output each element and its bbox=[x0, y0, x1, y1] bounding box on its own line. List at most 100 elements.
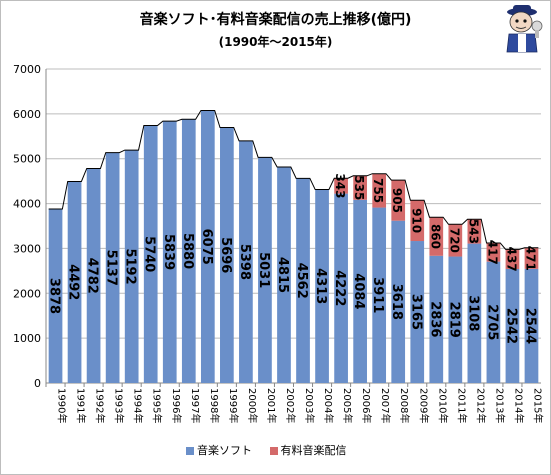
x-tick-label: 2004年 bbox=[322, 388, 335, 423]
data-label-music-software: 2836 bbox=[427, 301, 442, 337]
x-tick-label: 2007年 bbox=[379, 388, 392, 423]
bar-music-software bbox=[258, 157, 272, 383]
data-label-paid-download: 720 bbox=[447, 228, 461, 253]
data-label-music-software: 4492 bbox=[66, 264, 81, 300]
bar-music-software bbox=[48, 209, 63, 383]
y-tick-label: 0 bbox=[34, 377, 41, 390]
bar-music-software bbox=[67, 181, 82, 383]
data-label-music-software: 2705 bbox=[484, 304, 499, 340]
y-tick-label: 3000 bbox=[13, 242, 41, 255]
data-labels: 3878 4492 4782 5137 5192 5740 5839 5880 6075 5696… bbox=[47, 173, 538, 344]
data-label-music-software: 5398 bbox=[237, 244, 252, 280]
bar-music-software bbox=[143, 125, 158, 384]
bar-music-software bbox=[277, 167, 291, 383]
bar-music-software bbox=[353, 199, 367, 383]
x-tick-label: 2011年 bbox=[455, 388, 468, 423]
bar-music-software bbox=[200, 110, 215, 383]
bar-music-software bbox=[505, 268, 520, 383]
bar-paid-download bbox=[467, 219, 482, 244]
data-label-music-software: 5031 bbox=[256, 252, 271, 288]
data-label-music-software: 4222 bbox=[332, 270, 347, 306]
data-label-paid-download: 417 bbox=[485, 240, 499, 265]
bar-music-software bbox=[296, 178, 310, 383]
total-outline-line bbox=[48, 109, 539, 250]
legend-swatch-paid-download bbox=[269, 447, 278, 455]
x-tick-label: 2010年 bbox=[436, 388, 449, 423]
data-label-music-software: 5839 bbox=[161, 234, 176, 270]
y-tick-labels: 0 1000 2000 3000 4000 5000 6000 7000 bbox=[13, 63, 41, 390]
x-tick-label: 2001年 bbox=[265, 388, 278, 423]
legend-item-music-software: 音楽ソフト bbox=[186, 442, 252, 458]
data-label-paid-download: 543 bbox=[466, 219, 480, 244]
x-tick-label: 2002年 bbox=[284, 388, 297, 423]
data-label-music-software: 3165 bbox=[408, 294, 423, 330]
bar-music-software bbox=[448, 256, 463, 383]
bar-music-software bbox=[334, 193, 348, 383]
bar-paid-download bbox=[410, 200, 425, 242]
x-tick-label: 2015年 bbox=[531, 388, 544, 423]
data-label-music-software: 4815 bbox=[275, 257, 290, 293]
y-tick-label: 2000 bbox=[13, 287, 41, 300]
bar-paid-download bbox=[429, 217, 444, 256]
data-label-paid-download: 860 bbox=[428, 224, 442, 249]
data-label-music-software: 5880 bbox=[180, 233, 195, 269]
y-tick-label: 1000 bbox=[13, 332, 41, 345]
data-label-paid-download: 437 bbox=[504, 247, 518, 272]
x-tick-label: 1993年 bbox=[113, 388, 126, 423]
data-label-music-software: 4084 bbox=[351, 273, 366, 309]
x-tick-label: 2012年 bbox=[474, 388, 487, 423]
y-tick-label: 7000 bbox=[13, 63, 41, 76]
bar-music-software bbox=[181, 119, 196, 384]
chart-title: 音楽ソフト･有料音楽配信の売上推移(億円) bbox=[139, 12, 412, 28]
bar-music-software bbox=[467, 243, 482, 383]
x-tick-label: 1990年 bbox=[56, 388, 69, 423]
data-label-music-software: 5740 bbox=[142, 236, 157, 272]
data-label-music-software: 5137 bbox=[104, 250, 119, 286]
x-tick-label: 2005年 bbox=[341, 388, 354, 423]
bar-paid-download bbox=[448, 224, 463, 257]
data-label-music-software: 3108 bbox=[465, 295, 480, 331]
bar-paid-download bbox=[353, 175, 367, 200]
x-tick-label: 1997年 bbox=[189, 388, 202, 423]
data-label-music-software: 3618 bbox=[389, 284, 404, 320]
data-label-music-software: 3911 bbox=[370, 277, 385, 313]
bars bbox=[48, 110, 539, 384]
x-tick-label: 1994年 bbox=[132, 388, 145, 423]
data-label-music-software: 5696 bbox=[218, 237, 233, 273]
legend: 音楽ソフト 有料音楽配信 bbox=[186, 442, 361, 458]
data-label-paid-download: 535 bbox=[352, 175, 366, 200]
x-tick-label: 1996年 bbox=[170, 388, 183, 423]
bar-paid-download bbox=[524, 247, 539, 269]
x-tick-label: 1998年 bbox=[208, 388, 221, 423]
bar-music-software bbox=[486, 261, 501, 383]
legend-item-paid-download: 有料音楽配信 bbox=[269, 442, 347, 458]
bar-music-software bbox=[86, 168, 101, 383]
x-tick-label: 2009年 bbox=[417, 388, 430, 423]
data-label-music-software: 3878 bbox=[47, 278, 62, 314]
bar-music-software bbox=[239, 140, 253, 383]
y-tick-label: 4000 bbox=[13, 198, 41, 211]
x-tick-label: 1999年 bbox=[227, 388, 240, 423]
bar-music-software bbox=[391, 220, 406, 383]
bar-music-software bbox=[124, 150, 139, 383]
bar-music-software bbox=[372, 207, 387, 383]
x-tick-label: 2006年 bbox=[360, 388, 373, 423]
x-tick-label: 1995年 bbox=[151, 388, 164, 423]
x-tick-labels: 1990年 1991年 1992年 1993年 1994年 1995年 1996年 1997年… bbox=[56, 388, 545, 423]
data-label-music-software: 4782 bbox=[85, 258, 100, 294]
legend-label-paid-download: 有料音楽配信 bbox=[280, 444, 347, 457]
x-tick-label: 1992年 bbox=[94, 388, 107, 423]
data-label-music-software: 2819 bbox=[446, 302, 461, 338]
bar-paid-download bbox=[334, 178, 348, 194]
bar-music-software bbox=[220, 127, 234, 383]
data-label-paid-download: 755 bbox=[371, 178, 385, 203]
data-label-paid-download: 343 bbox=[333, 173, 347, 198]
bar-paid-download bbox=[391, 180, 406, 221]
bar-music-software bbox=[315, 189, 329, 383]
bar-paid-download bbox=[486, 242, 501, 262]
chart-subtitle: (1990年～2015年) bbox=[218, 35, 333, 49]
bar-paid-download bbox=[372, 173, 387, 208]
x-tick-label: 2000年 bbox=[246, 388, 259, 423]
data-label-paid-download: 910 bbox=[409, 208, 423, 233]
